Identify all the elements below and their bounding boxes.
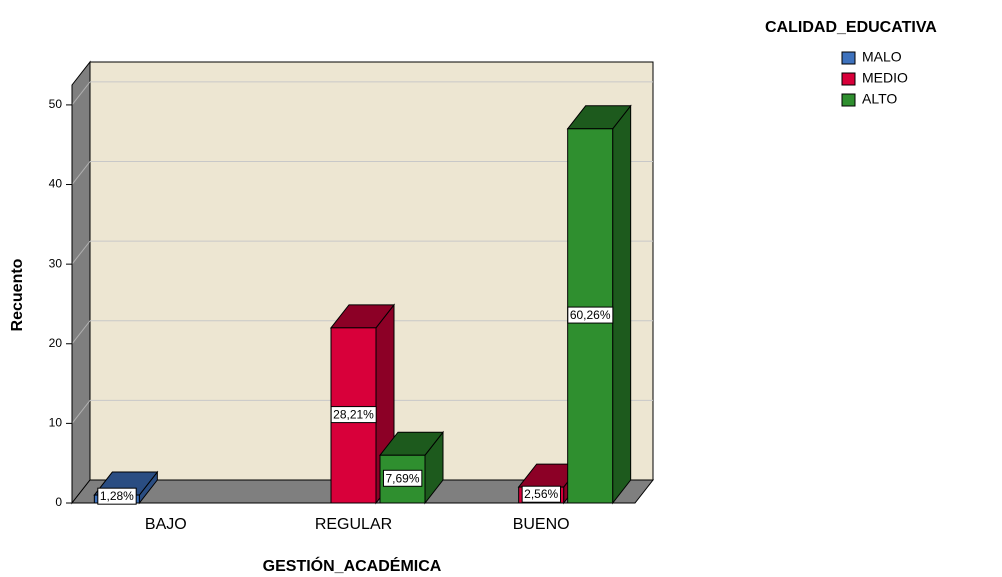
x-tick-label: REGULAR xyxy=(315,516,392,533)
x-axis-title: GESTIÓN_ACADÉMICA xyxy=(263,556,442,575)
legend-swatch xyxy=(841,93,856,107)
y-tick-label: 10 xyxy=(49,416,63,430)
side-wall xyxy=(71,60,91,505)
y-tick-label: 0 xyxy=(55,495,62,509)
legend-label: MEDIO xyxy=(862,70,908,86)
value-label: 28,21% xyxy=(333,408,374,422)
bar xyxy=(378,430,445,505)
x-tick-label: BUENO xyxy=(513,516,570,533)
grid-line xyxy=(71,400,91,424)
value-label: 60,26% xyxy=(570,308,611,322)
bar xyxy=(566,104,632,505)
value-label-box xyxy=(97,487,137,505)
value-label-box xyxy=(521,485,562,503)
value-label-box xyxy=(382,469,423,487)
legend-label: MALO xyxy=(862,49,902,65)
y-tick-label: 20 xyxy=(49,336,63,350)
grid-line xyxy=(71,320,91,345)
grid-line xyxy=(71,240,91,265)
value-label: 1,28% xyxy=(100,489,134,503)
bar-side xyxy=(612,104,632,505)
legend-swatch xyxy=(841,51,856,65)
grid-line xyxy=(71,161,91,185)
value-label: 7,69% xyxy=(385,471,419,485)
value-label-box xyxy=(567,306,614,324)
y-tick-label: 50 xyxy=(49,97,63,111)
legend-title: CALIDAD_EDUCATIVA xyxy=(765,19,937,36)
legend-label: ALTO xyxy=(862,91,897,107)
y-tick-label: 30 xyxy=(49,256,63,270)
value-label: 2,56% xyxy=(524,487,558,501)
x-tick-label: BAJO xyxy=(145,516,187,533)
value-label-box xyxy=(330,406,377,424)
legend-swatch xyxy=(841,72,856,86)
y-tick-label: 40 xyxy=(49,177,63,191)
grid-line xyxy=(71,81,91,106)
y-axis-title: Recuento xyxy=(9,258,26,331)
